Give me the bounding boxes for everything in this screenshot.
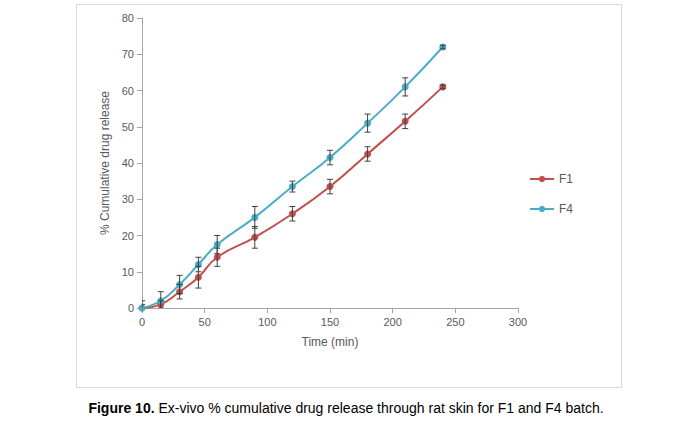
svg-text:Time (min): Time (min) bbox=[302, 335, 359, 349]
svg-text:60: 60 bbox=[122, 85, 134, 97]
svg-text:50: 50 bbox=[199, 316, 211, 328]
svg-text:30: 30 bbox=[122, 193, 134, 205]
svg-text:10: 10 bbox=[122, 266, 134, 278]
svg-text:150: 150 bbox=[321, 316, 339, 328]
svg-text:200: 200 bbox=[383, 316, 401, 328]
svg-text:40: 40 bbox=[122, 157, 134, 169]
svg-text:300: 300 bbox=[509, 316, 527, 328]
svg-text:0: 0 bbox=[128, 302, 134, 314]
svg-text:50: 50 bbox=[122, 121, 134, 133]
svg-text:70: 70 bbox=[122, 48, 134, 60]
html-text:Figure 10. Ex-vivo % cumulativ: Figure 10. Ex-vivo % cumulative drug rel… bbox=[88, 400, 604, 416]
svg-text:% Cumulative drug release: % Cumulative drug release bbox=[98, 91, 112, 235]
svg-text:80: 80 bbox=[122, 12, 134, 24]
svg-text:F1: F1 bbox=[559, 172, 573, 186]
svg-text:100: 100 bbox=[258, 316, 276, 328]
svg-text:0: 0 bbox=[139, 316, 145, 328]
svg-text:F4: F4 bbox=[559, 202, 573, 216]
svg-text:250: 250 bbox=[446, 316, 464, 328]
svg-text:20: 20 bbox=[122, 230, 134, 242]
